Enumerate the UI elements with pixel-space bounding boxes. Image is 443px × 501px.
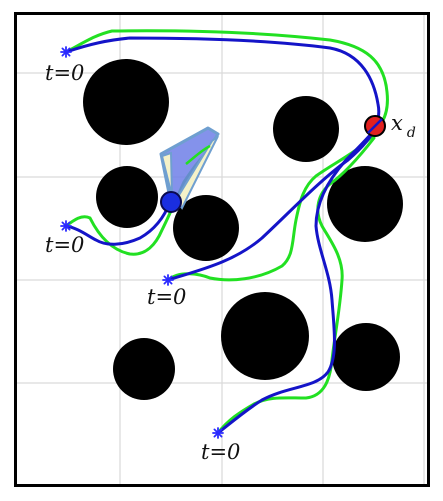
obstacle [173, 195, 239, 261]
trajectory-green-1 [64, 29, 389, 132]
trajectory-blue-2 [64, 200, 172, 246]
obstacle [327, 166, 403, 242]
obstacle [332, 323, 400, 391]
sensing-cone-outer [159, 126, 220, 210]
obstacle [96, 166, 158, 228]
asterisk-start-marker-icon [212, 427, 224, 439]
obstacles [83, 59, 403, 400]
sensing-cone [159, 126, 220, 210]
obstacle [221, 292, 309, 380]
obstacle [83, 59, 169, 145]
grid [16, 14, 428, 485]
obstacle [273, 96, 339, 162]
goal-label-subscript: d [407, 125, 416, 141]
goal-label: x d [391, 111, 416, 141]
start-label: t=0 [45, 61, 84, 85]
goal-label-main: x [391, 111, 403, 135]
robot-disc-icon [160, 191, 182, 213]
start-label: t=0 [147, 285, 186, 309]
asterisk-start-marker-icon [60, 46, 72, 58]
goal-circle-icon [364, 115, 386, 137]
trajectory-blue-3 [166, 124, 378, 282]
start-markers [60, 46, 224, 439]
trajectory-blue-4 [216, 126, 378, 435]
asterisk-start-marker-icon [162, 274, 174, 286]
trajectory-blue-1 [64, 36, 381, 126]
plot-border [14, 12, 430, 487]
obstacle [113, 338, 175, 400]
start-label: t=0 [45, 233, 84, 257]
sensing-cone-inner-left [160, 151, 173, 197]
asterisk-start-marker-icon [60, 220, 72, 232]
trajectories-blue [64, 36, 381, 435]
start-label: t=0 [201, 440, 240, 464]
